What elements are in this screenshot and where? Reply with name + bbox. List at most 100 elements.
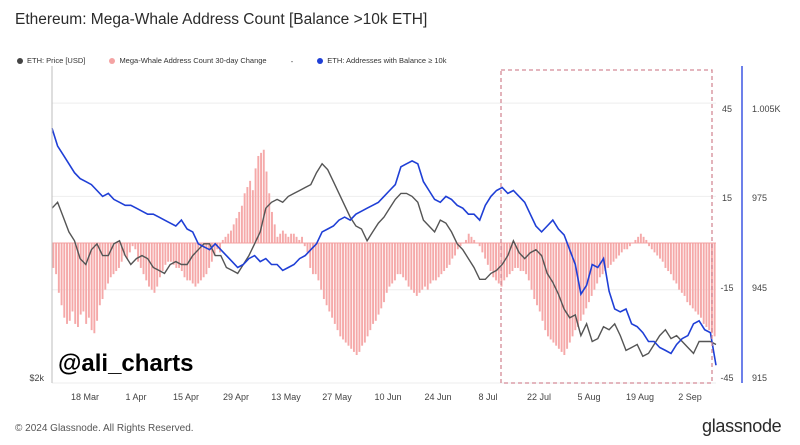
change-bar <box>497 243 500 284</box>
change-bar <box>303 243 306 247</box>
legend-label-separator: - <box>290 56 294 66</box>
change-bar <box>232 224 235 244</box>
change-bar <box>527 243 530 281</box>
change-bar <box>189 243 191 281</box>
change-bar <box>350 243 353 349</box>
change-bar <box>434 243 437 281</box>
x-tick-label: 15 Apr <box>173 392 199 402</box>
change-bar <box>626 243 629 250</box>
x-tick-label: 29 Apr <box>223 392 249 402</box>
change-bar <box>60 243 63 306</box>
change-bar <box>541 243 544 321</box>
change-bar <box>645 239 648 244</box>
change-bar <box>238 211 241 244</box>
change-bar <box>107 243 109 284</box>
change-bar <box>538 243 541 312</box>
change-bar <box>506 243 508 278</box>
change-axis-label: -15 <box>720 283 733 293</box>
change-bar <box>560 243 563 352</box>
change-bar <box>492 243 495 278</box>
x-tick-label: 27 May <box>322 392 352 402</box>
change-bar <box>344 243 347 343</box>
change-bar <box>292 233 295 244</box>
change-bar <box>495 243 497 281</box>
change-bar <box>199 243 202 281</box>
left-axis-labels: $2k <box>29 373 44 383</box>
x-tick-label: 19 Aug <box>626 392 654 402</box>
change-bar <box>702 243 705 324</box>
change-bar <box>628 243 631 247</box>
change-bar <box>511 243 514 272</box>
change-bar <box>101 243 104 300</box>
change-bar <box>689 243 691 306</box>
change-bar <box>618 243 620 256</box>
change-bar <box>219 243 222 253</box>
legend-item-separator: - <box>291 57 294 66</box>
change-bar <box>399 243 402 275</box>
change-bar <box>205 243 208 275</box>
change-bar <box>549 243 552 340</box>
change-axis-label: 45 <box>722 104 732 114</box>
change-bar <box>380 243 383 309</box>
change-bar <box>525 243 528 275</box>
change-bar <box>637 236 640 244</box>
legend-item-price[interactable]: ETH: Price [USD] <box>17 56 85 65</box>
address-axis-label: 1.005K <box>752 104 781 114</box>
change-bar <box>208 243 211 268</box>
change-bar <box>486 243 489 265</box>
change-bar <box>156 243 159 287</box>
change-bar <box>358 243 361 352</box>
change-bar <box>546 243 549 337</box>
change-bar <box>661 243 664 262</box>
footer-copyright: © 2024 Glassnode. All Rights Reserved. <box>15 423 194 434</box>
change-bar <box>669 243 672 275</box>
change-bar <box>126 243 129 259</box>
address-axis-label: 975 <box>752 193 767 203</box>
change-bar <box>295 236 298 244</box>
change-bar <box>429 243 432 284</box>
change-bar <box>98 243 101 306</box>
change-bar <box>333 243 336 324</box>
change-bar <box>191 243 194 284</box>
change-bar <box>230 230 232 244</box>
change-bar <box>320 243 323 290</box>
change-bar <box>536 243 538 306</box>
change-bar <box>257 155 260 244</box>
change-bar <box>443 243 446 272</box>
change-bar <box>243 193 246 244</box>
change-bar <box>328 243 331 312</box>
change-bar <box>55 243 58 275</box>
change-bar <box>115 243 118 272</box>
legend-item-change[interactable]: Mega-Whale Address Count 30-day Change <box>109 56 267 65</box>
change-bar <box>142 243 145 275</box>
change-bar <box>298 239 301 244</box>
change-bar <box>317 243 320 281</box>
change-axis-label: -45 <box>720 373 733 383</box>
change-bar <box>85 243 88 324</box>
legend-item-addresses[interactable]: ETH: Addresses with Balance ≥ 10k <box>317 56 446 65</box>
footer-brand-logo: glassnode <box>702 416 782 436</box>
change-bar <box>664 243 667 268</box>
change-bar <box>361 243 364 346</box>
change-bar <box>484 243 487 259</box>
change-bar <box>79 243 82 315</box>
x-tick-label: 24 Jun <box>424 392 451 402</box>
change-bar <box>180 243 183 272</box>
change-bar <box>579 243 582 321</box>
change-bar <box>221 239 224 244</box>
change-bar <box>271 211 273 244</box>
change-bar <box>158 243 161 278</box>
change-bar <box>448 243 451 265</box>
change-bar <box>705 243 708 328</box>
change-bar <box>167 243 170 262</box>
change-bar <box>391 243 394 284</box>
change-bar <box>574 243 577 331</box>
change-bar <box>186 243 189 281</box>
change-bar <box>585 243 588 309</box>
x-tick-label: 5 Aug <box>577 392 600 402</box>
change-bar <box>456 243 459 250</box>
legend-label-change: Mega-Whale Address Count 30-day Change <box>119 56 267 65</box>
change-bar <box>530 243 533 290</box>
change-bar <box>279 233 282 244</box>
change-bar <box>372 243 375 324</box>
